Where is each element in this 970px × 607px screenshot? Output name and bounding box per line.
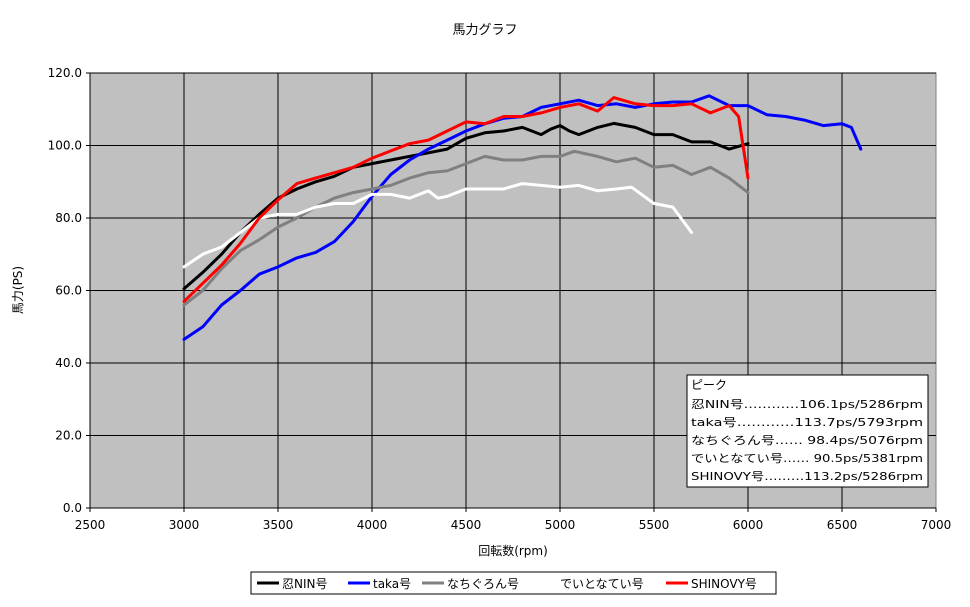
x-tick-label: 3000 [169,518,200,532]
x-axis-ticks: 2500 3000 3500 4000 4500 5000 5500 6000 6500 7000 [75,508,952,532]
series-line-4 [182,182,694,269]
y-tick-label: 60.0 [55,284,82,298]
peak-box-title: ピーク [691,378,727,392]
legend-label: 忍NIN号 [282,577,328,591]
y-tick-label: 0.0 [63,501,82,515]
legend-label: でいとなてい号 [560,577,644,591]
legend-item: でいとなてい号 [535,577,644,591]
peak-annotation-box: ピーク 忍NIN号…………106.1ps/5286rpm taka号…………11… [686,374,929,488]
series-line-3 [182,149,750,307]
peak-line-2: taka号…………113.7ps/5793rpm [691,416,923,429]
x-tick-label: 2500 [75,518,106,532]
y-axis-label: 馬力(PS) [11,266,25,314]
series-line-2 [182,94,863,341]
x-axis-label: 回転数(rpm) [478,543,548,558]
x-tick-label: 5500 [639,518,670,532]
x-tick-label: 4500 [451,518,482,532]
peak-line-1: 忍NIN号…………106.1ps/5286rpm [691,398,923,411]
legend-label: なちぐろん号 [447,577,519,591]
y-tick-label: 40.0 [55,356,82,370]
series-line-5 [182,96,750,303]
y-tick-label: 100.0 [48,139,82,153]
y-tick-label: 20.0 [55,429,82,443]
peak-line-5: SHINOVY号………113.2ps/5286rpm [691,470,923,483]
peak-line-3: なちぐろん号…… 98.4ps/5076rpm [691,434,923,447]
x-tick-label: 7000 [921,518,952,532]
chart-title: 馬力グラフ [452,23,517,38]
legend-label: taka号 [373,577,411,591]
legend-label: SHINOVY号 [691,577,757,591]
legend-item: taka号 [348,577,411,591]
x-tick-label: 6000 [733,518,764,532]
x-tick-label: 4000 [357,518,388,532]
peak-line-4: でいとなてい号…… 90.5ps/5381rpm [691,452,923,465]
x-tick-label: 5000 [545,518,576,532]
x-tick-label: 6500 [827,518,858,532]
y-axis-ticks: 0.0 20.0 40.0 60.0 80.0 100.0 120.0 [48,66,90,515]
legend-item: SHINOVY号 [666,577,757,591]
legend: 忍NIN号 taka号 なちぐろん号 でいとなてい号 SHINOVY号 [250,571,777,595]
legend-item: 忍NIN号 [257,577,328,591]
x-tick-label: 3500 [263,518,294,532]
y-tick-label: 80.0 [55,211,82,225]
legend-item: なちぐろん号 [422,577,519,591]
y-tick-label: 120.0 [48,66,82,80]
series-lines [182,94,863,341]
